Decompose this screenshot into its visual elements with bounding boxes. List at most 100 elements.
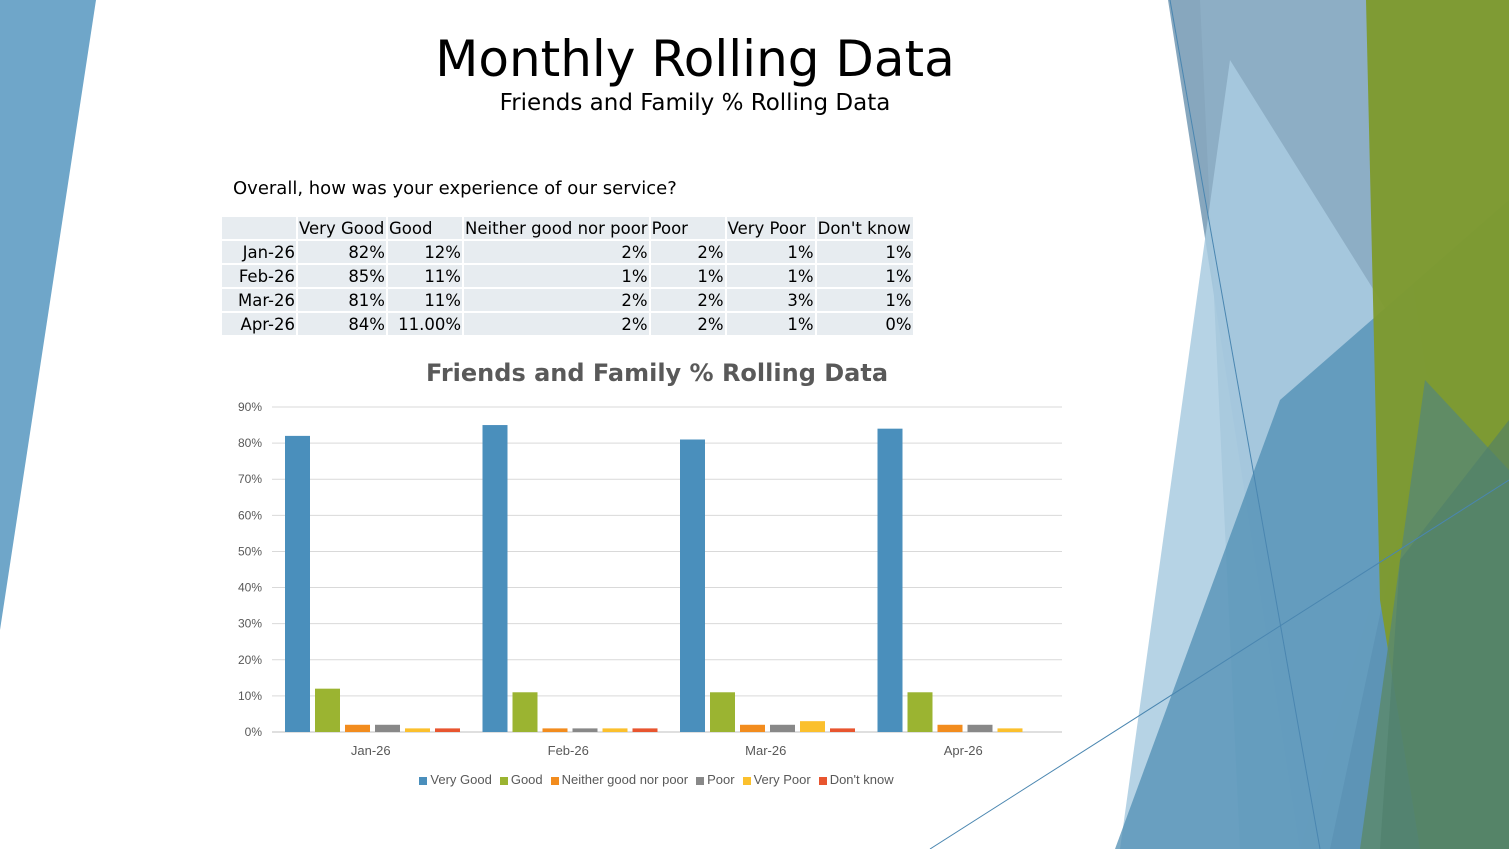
table-cell: 1% — [816, 241, 913, 265]
bar-very-good — [680, 439, 705, 732]
bar-good — [315, 688, 340, 732]
table-cell: Apr-26 — [222, 313, 296, 337]
table-cell: 82% — [298, 241, 386, 265]
legend-swatch — [818, 776, 827, 785]
slide-title: Monthly Rolling Data — [435, 30, 955, 88]
bar-very-good — [877, 428, 903, 732]
table-header-cell — [222, 217, 296, 241]
table-cell: 1% — [726, 313, 815, 337]
table-header-cell: Very Good — [298, 217, 386, 241]
table-cell: 2% — [464, 241, 649, 265]
table-row: Jan-26 82% 12% 2% 2% 1% 1% — [222, 241, 913, 265]
table-header-cell: Neither good nor poor — [464, 217, 649, 241]
bar-don-t-know — [435, 728, 460, 732]
x-tick-label: Mar-26 — [745, 743, 786, 758]
table-cell: 85% — [298, 265, 386, 289]
legend-label: Don't know — [829, 772, 894, 787]
bar-very-good — [482, 425, 508, 732]
table-cell: 1% — [726, 265, 815, 289]
legend-item: Very Poor — [742, 772, 811, 787]
table-cell: 1% — [816, 289, 913, 313]
legend-swatch — [696, 776, 705, 785]
bar-neither-good-nor-poor — [937, 724, 963, 732]
y-tick-label: 80% — [238, 436, 262, 450]
table-cell: 1% — [726, 241, 815, 265]
bar-very-good — [285, 435, 310, 732]
table-cell: 2% — [650, 313, 725, 337]
table-row: Mar-26 81% 11% 2% 2% 3% 1% — [222, 289, 913, 313]
legend-label: Good — [510, 772, 543, 787]
table-cell: 81% — [298, 289, 386, 313]
table-row: Feb-26 85% 11% 1% 1% 1% 1% — [222, 265, 913, 289]
table-header-cell: Very Poor — [726, 217, 815, 241]
chart-title: Friends and Family % Rolling Data — [426, 359, 888, 387]
table-cell: 1% — [816, 265, 913, 289]
y-tick-label: 50% — [238, 544, 262, 558]
table-cell: 12% — [388, 241, 462, 265]
table-cell: 0% — [816, 313, 913, 337]
y-tick-label: 60% — [238, 508, 262, 522]
bar-neither-good-nor-poor — [740, 724, 765, 732]
legend-label: Very Poor — [753, 772, 811, 787]
legend-label: Very Good — [430, 772, 492, 787]
table-cell: Jan-26 — [222, 241, 296, 265]
y-tick-label: 40% — [238, 581, 262, 595]
legend-item: Don't know — [818, 772, 894, 787]
table-row: Apr-26 84% 11.00% 2% 2% 1% 0% — [222, 313, 913, 337]
y-tick-label: 0% — [245, 725, 263, 739]
x-tick-label: Jan-26 — [351, 743, 391, 758]
table-cell: 11% — [388, 289, 462, 313]
bar-don-t-know — [830, 728, 855, 732]
legend-item: Very Good — [419, 772, 492, 787]
bar-poor — [967, 724, 993, 732]
bar-poor — [572, 728, 598, 732]
bar-neither-good-nor-poor — [542, 728, 568, 732]
table-cell: 84% — [298, 313, 386, 337]
bar-neither-good-nor-poor — [345, 724, 370, 732]
bar-good — [710, 692, 735, 732]
legend-item: Good — [499, 772, 543, 787]
chart-legend: Very Good Good Neither good nor poor Poor Ve… — [0, 772, 1313, 787]
table-cell: Mar-26 — [222, 289, 296, 313]
y-tick-label: 90% — [238, 400, 262, 414]
table-cell: 2% — [464, 289, 649, 313]
table-cell: Feb-26 — [222, 265, 296, 289]
bar-good — [512, 692, 538, 732]
table-cell: 11% — [388, 265, 462, 289]
x-tick-label: Apr-26 — [944, 743, 983, 758]
bar-good — [907, 692, 933, 732]
legend-item: Poor — [696, 772, 735, 787]
bar-very-poor — [800, 721, 825, 732]
legend-label: Poor — [707, 772, 735, 787]
legend-swatch — [742, 776, 751, 785]
y-tick-label: 30% — [238, 617, 262, 631]
table-cell: 2% — [650, 289, 725, 313]
table-cell: 1% — [650, 265, 725, 289]
x-tick-label: Feb-26 — [548, 743, 589, 758]
survey-question: Overall, how was your experience of our … — [233, 178, 677, 199]
bar-poor — [375, 724, 400, 732]
table-header-cell: Don't know — [816, 217, 913, 241]
y-tick-label: 70% — [238, 472, 262, 486]
table-cell: 2% — [650, 241, 725, 265]
table-cell: 3% — [726, 289, 815, 313]
table-cell: 2% — [464, 313, 649, 337]
table-header-cell: Poor — [650, 217, 725, 241]
legend-item: Neither good nor poor — [550, 772, 689, 787]
bar-don-t-know — [632, 728, 658, 732]
y-tick-label: 20% — [238, 653, 262, 667]
slide-subtitle: Friends and Family % Rolling Data — [499, 90, 891, 116]
table-cell: 11.00% — [388, 313, 462, 337]
results-table: Very Good Good Neither good nor poor Poo… — [220, 217, 915, 337]
table-cell: 1% — [464, 265, 649, 289]
legend-swatch — [499, 776, 508, 785]
legend-label: Neither good nor poor — [561, 772, 689, 787]
bar-poor — [770, 724, 795, 732]
legend-swatch — [419, 776, 428, 785]
legend-swatch — [550, 776, 559, 785]
bar-chart: Friends and Family % Rolling Data 0% 10% 20… — [238, 359, 1062, 758]
y-tick-label: 10% — [238, 689, 262, 703]
bar-very-poor — [602, 728, 628, 732]
bar-very-poor — [405, 728, 430, 732]
